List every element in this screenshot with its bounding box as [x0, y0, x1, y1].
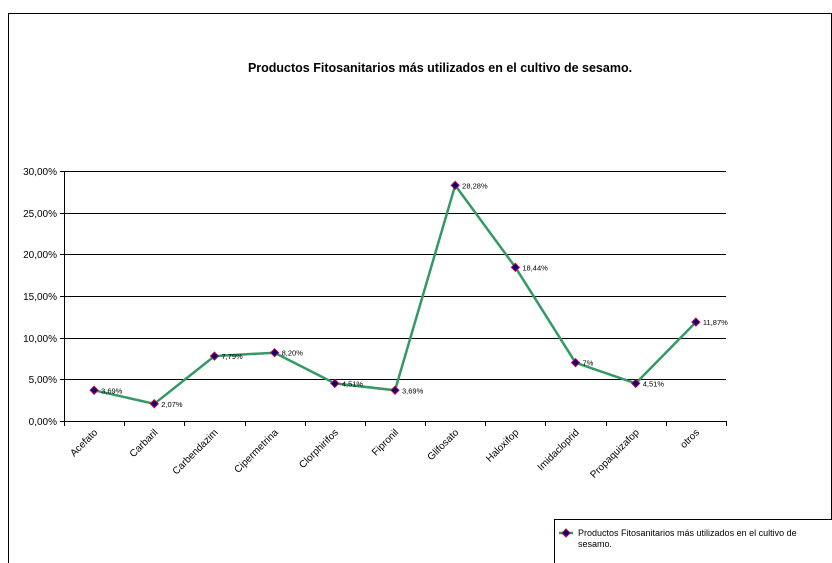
data-label: 7,79% [221, 352, 243, 361]
data-point-marker [330, 378, 340, 389]
legend-label-line-2: sesamo. [578, 539, 612, 549]
y-axis-tick-labels: 0,00% 5,00% 10,00% 15,00% 20,00% 25,00% 30,00% [23, 167, 57, 428]
data-point-marker [631, 378, 641, 389]
data-label: 4,51% [342, 379, 364, 388]
data-point-marker [450, 180, 460, 191]
data-point-marker [570, 357, 581, 368]
y-tick-label: 10,00% [23, 334, 57, 345]
legend-label-line-1: Productos Fitosanitarios más utilizados … [578, 528, 797, 538]
y-tick-label: 30,00% [23, 167, 57, 178]
data-point-marker [510, 262, 521, 273]
data-label: 7% [583, 359, 594, 368]
y-tick-label: 5,00% [29, 375, 57, 386]
gridlines [64, 171, 726, 380]
data-label: 18,44% [522, 263, 548, 272]
axes [60, 171, 727, 426]
legend-marker-swatch [561, 528, 571, 538]
data-label: 8,20% [282, 349, 304, 358]
chart-title: Productos Fitosanitarios más utilizados … [248, 61, 632, 75]
data-point-marker [390, 385, 400, 395]
data-point-marker [269, 347, 280, 358]
y-tick-label: 15,00% [23, 292, 57, 303]
legend: Productos Fitosanitarios más utilizados … [554, 519, 832, 563]
data-label: 11,87% [703, 318, 728, 327]
data-point-marker [149, 399, 159, 409]
y-tick-label: 0,00% [29, 417, 57, 428]
data-label: 28,28% [462, 181, 488, 190]
data-label: 3,69% [402, 386, 424, 395]
data-label: 2,07% [161, 400, 183, 409]
data-point-marker [209, 351, 220, 361]
chart-border [8, 13, 832, 563]
legend-box [554, 519, 832, 563]
series-markers [89, 180, 701, 409]
data-label: 4,51% [643, 379, 665, 388]
data-point-marker [89, 385, 99, 395]
y-tick-label: 25,00% [23, 209, 57, 220]
y-tick-label: 20,00% [23, 250, 57, 261]
data-labels: 3,69% 2,07% 7,79% 8,20% 4,51% 3,69% 28,28% 18,4… [101, 181, 728, 408]
data-label: 3,69% [101, 386, 123, 395]
data-point-marker [691, 317, 701, 327]
